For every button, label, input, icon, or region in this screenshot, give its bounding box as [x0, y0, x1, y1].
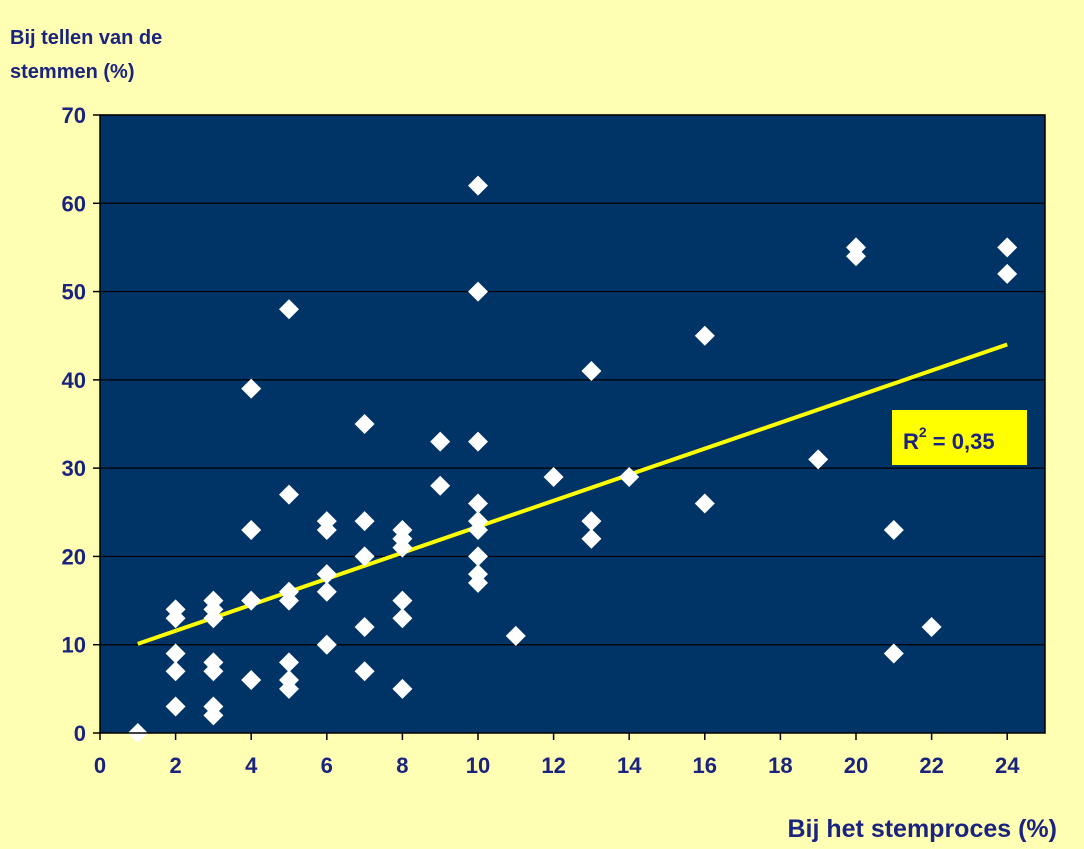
data-point	[316, 519, 337, 540]
y-tick-label: 0	[74, 721, 86, 746]
data-point	[846, 246, 866, 267]
data-point	[468, 519, 488, 540]
data-point	[581, 511, 602, 532]
data-point	[203, 608, 224, 629]
data-point	[165, 696, 186, 717]
y-tick-label: 20	[62, 544, 86, 569]
data-point	[619, 466, 640, 487]
data-point	[505, 625, 526, 646]
data-point	[279, 590, 299, 611]
data-point	[392, 537, 413, 558]
data-point	[468, 175, 488, 196]
x-tick-label: 4	[245, 753, 258, 778]
r2-label-rest: = 0,35	[927, 429, 995, 454]
data-point	[354, 414, 375, 434]
axes	[93, 114, 1046, 740]
x-tick-label: 12	[541, 753, 565, 778]
data-point	[468, 431, 488, 452]
data-point	[392, 590, 413, 611]
r2-label: R2 = 0,35	[903, 424, 995, 454]
data-point	[241, 378, 262, 399]
data-point	[430, 475, 451, 496]
r2-label-main: R	[903, 429, 919, 454]
data-point	[203, 705, 224, 726]
x-tick-label: 0	[94, 753, 106, 778]
x-tick-label: 10	[466, 753, 490, 778]
data-point	[997, 263, 1018, 284]
data-point	[354, 617, 375, 638]
data-point	[241, 590, 262, 611]
data-point	[165, 643, 186, 664]
y-tick-label: 60	[62, 191, 86, 216]
data-point	[694, 325, 715, 346]
data-point	[165, 608, 186, 629]
data-point	[468, 572, 488, 593]
data-point	[883, 519, 904, 540]
data-point	[694, 493, 715, 514]
r2-label-sup: 2	[919, 424, 927, 440]
data-point	[468, 546, 488, 567]
data-point	[316, 564, 337, 585]
data-point	[279, 652, 299, 673]
data-point	[241, 519, 262, 540]
x-tick-labels: 0 2 4 6 8 10 12 14 16 18 20 22 24	[94, 753, 1020, 778]
x-tick-label: 8	[396, 753, 408, 778]
y-tick-label: 70	[62, 103, 86, 128]
data-point	[203, 661, 224, 682]
y-axis-label-line-2: stemmen (%)	[10, 61, 134, 83]
r2-label-box: R2 = 0,35	[892, 410, 1027, 465]
data-point	[354, 546, 375, 567]
y-tick-label: 40	[62, 368, 86, 393]
data-point	[241, 670, 262, 691]
x-tick-label: 24	[995, 753, 1020, 778]
data-point	[883, 643, 904, 664]
r2-label-background	[892, 410, 1027, 465]
data-point	[808, 449, 829, 470]
data-point	[279, 678, 299, 699]
data-point	[165, 661, 186, 682]
x-tick-label: 14	[617, 753, 642, 778]
data-point	[316, 634, 337, 655]
y-tick-label: 10	[62, 633, 86, 658]
x-tick-label: 16	[693, 753, 717, 778]
data-point	[921, 617, 942, 638]
x-tick-label: 22	[919, 753, 943, 778]
data-point	[354, 511, 375, 532]
y-tick-label: 50	[62, 280, 86, 305]
data-point	[430, 431, 451, 452]
data-point	[279, 299, 299, 320]
data-point	[581, 361, 602, 382]
x-tick-label: 20	[844, 753, 868, 778]
x-tick-label: 2	[169, 753, 181, 778]
data-point	[997, 237, 1018, 258]
data-point	[543, 466, 564, 487]
data-point	[468, 281, 488, 302]
x-tick-label: 18	[768, 753, 792, 778]
data-point	[279, 484, 299, 505]
data-point	[316, 581, 337, 602]
x-tick-label: 6	[321, 753, 333, 778]
data-point	[468, 493, 488, 514]
x-axis-label: Bij het stemproces (%)	[787, 815, 1057, 843]
data-point	[392, 678, 413, 699]
y-tick-labels: 0 10 20 30 40 50 60 70	[62, 103, 86, 746]
data-point	[581, 528, 602, 549]
data-point	[392, 608, 413, 629]
plot-border	[99, 114, 1046, 734]
y-tick-label: 30	[62, 456, 86, 481]
plot-area	[100, 115, 1045, 733]
y-axis-label-line-1: Bij tellen van de	[10, 27, 162, 49]
data-point	[354, 661, 375, 682]
